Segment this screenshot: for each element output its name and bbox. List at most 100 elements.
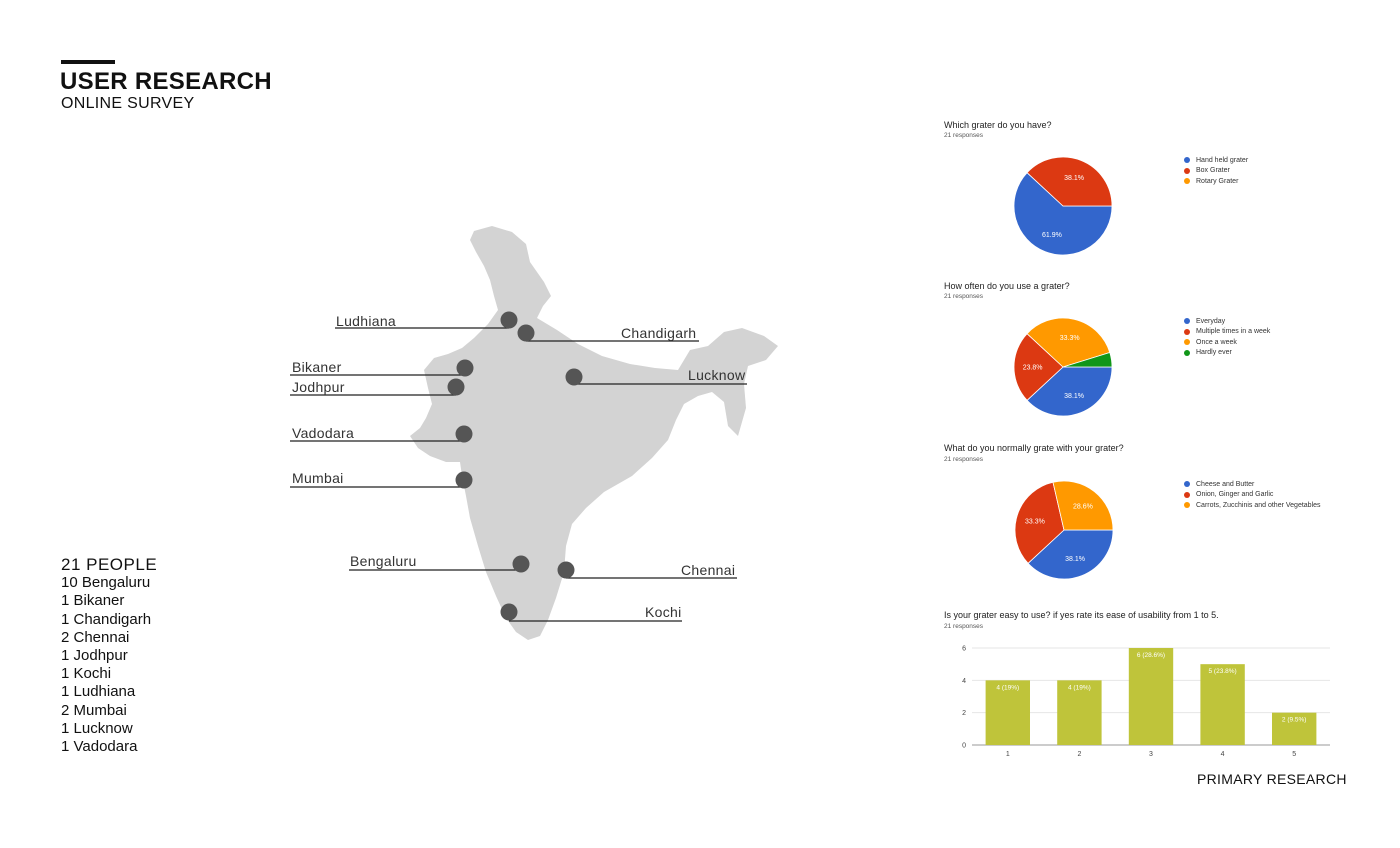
legend-item: Everyday [1184,316,1270,327]
city-label-bengaluru: Bengaluru [350,553,417,569]
legend-label: Once a week [1196,338,1237,346]
marker-bengaluru [512,555,530,573]
bar-value-label: 5 (23.8%) [1209,668,1237,675]
pie-slice-label: 38.1% [1064,393,1084,400]
people-item: 10 Bengaluru [61,574,151,592]
chart-1-subtitle: 21 responses [944,132,984,139]
marker-lucknow [565,368,583,386]
people-item: 1 Bikaner [61,592,125,610]
city-label-vadodara: Vadodara [292,425,354,441]
legend-label: Onion, Ginger and Garlic [1196,491,1274,499]
bar [985,680,1030,745]
x-tick-label: 1 [1006,751,1010,758]
leader-lines [290,327,747,622]
marker-chennai [557,561,575,579]
marker-kochi [500,603,518,621]
chart-3-subtitle: 21 responses [944,456,984,463]
india-map: Ludhiana Chandigarh Bikaner Jodhpur Luck… [290,226,778,640]
legend-item: Cheese and Butter [1184,479,1321,490]
legend-swatch [1184,328,1190,335]
legend-grated-foods: Cheese and Butter Onion, Ginger and Garl… [1184,479,1321,511]
legend-item: Box Grater [1184,166,1248,177]
people-item: 1 Kochi [61,665,112,683]
pie-slice [1026,156,1113,207]
pie-slice [1027,529,1114,580]
title-accent-bar [61,60,115,64]
page-subtitle: ONLINE SURVEY [61,95,195,112]
x-tick-label: 2 [1077,751,1081,758]
people-item: 1 Vadodara [61,738,138,756]
legend-swatch [1184,349,1190,356]
legend-item: Once a week [1184,337,1270,348]
legend-item: Rotary Grater [1184,176,1248,187]
pie-slice [1026,317,1111,368]
legend-label: Hardly ever [1196,349,1232,357]
y-tick-label: 6 [962,646,966,653]
marker-bikaner [456,359,474,377]
marker-jodhpur [447,378,465,396]
people-count-heading: 21 PEOPLE [61,555,158,574]
pie-chart-usage-frequency: 38.1% 23.8% 33.3% [1013,317,1113,417]
pie-slice-label: 33.3% [1060,335,1080,342]
chart-4-title: Is your grater easy to use? if yes rate … [944,610,1219,620]
pie-chart-grated-foods: 38.1% 33.3% 28.6% [1014,480,1114,580]
chart-2-title: How often do you use a grater? [944,281,1070,291]
chart-1-title: Which grater do you have? [944,120,1052,130]
pie-slice [1013,333,1064,401]
legend-item: Carrots, Zucchinis and other Vegetables [1184,500,1321,511]
legend-label: Hand held grater [1196,156,1249,164]
legend-item: Hardly ever [1184,348,1270,359]
legend-label: Box Grater [1196,167,1230,175]
legend-label: Carrots, Zucchinis and other Vegetables [1196,501,1321,509]
marker-chandigarh [517,324,535,342]
bar-value-label: 4 (19%) [1068,684,1091,691]
y-tick-label: 2 [962,710,966,717]
marker-vadodara [455,425,473,443]
bar-value-label: 6 (28.6%) [1137,652,1165,659]
city-label-ludhiana: Ludhiana [336,313,396,329]
marker-ludhiana [500,311,518,329]
legend-swatch [1184,502,1190,509]
people-item: 1 Chandigarh [61,610,152,628]
city-label-chandigarh: Chandigarh [621,325,696,341]
bar [1128,648,1174,745]
pie-slice [1052,480,1114,531]
pie-slice-label: 38.1% [1064,175,1084,182]
bar-value-label: 4 (19%) [996,684,1019,691]
legend-label: Everyday [1196,317,1226,325]
bar [1272,712,1317,745]
bar [1057,680,1102,745]
chart-3-title: What do you normally grate with your gra… [944,443,1124,453]
city-label-mumbai: Mumbai [292,470,344,486]
chart-2-subtitle: 21 responses [944,293,984,300]
y-tick-label: 0 [962,743,966,750]
bar [1200,664,1245,745]
legend-grater-type: Hand held grater Box Grater Rotary Grate… [1184,155,1248,187]
people-item: 1 Jodhpur [61,647,128,665]
pie-chart-grater-type: 61.9% 38.1% [1013,156,1113,256]
legend-swatch [1184,481,1190,488]
legend-item: Onion, Ginger and Garlic [1184,490,1321,501]
city-label-jodhpur: Jodhpur [292,379,345,395]
pie-slice-label: 33.3% [1025,519,1045,526]
x-tick-label: 3 [1149,751,1153,758]
people-item: 2 Chennai [61,628,130,646]
x-tick-label: 5 [1292,751,1296,758]
city-label-bikaner: Bikaner [292,359,342,375]
people-item: 2 Mumbai [61,701,127,719]
city-label-lucknow: Lucknow [688,367,746,383]
pie-slice-label: 28.6% [1073,504,1093,511]
legend-usage-frequency: Everyday Multiple times in a week Once a… [1184,316,1270,358]
footer-label: PRIMARY RESEARCH [1197,771,1347,787]
pie-slice-label: 23.8% [1023,365,1043,372]
city-markers [447,311,583,621]
page-title: USER RESEARCH [60,68,272,95]
legend-label: Cheese and Butter [1196,480,1255,488]
people-item: 1 Ludhiana [61,683,136,701]
legend-swatch [1184,157,1190,164]
legend-label: Rotary Grater [1196,177,1239,185]
legend-swatch [1184,167,1190,174]
city-label-chennai: Chennai [681,562,735,578]
legend-swatch [1184,339,1190,346]
india-outline [410,226,778,640]
